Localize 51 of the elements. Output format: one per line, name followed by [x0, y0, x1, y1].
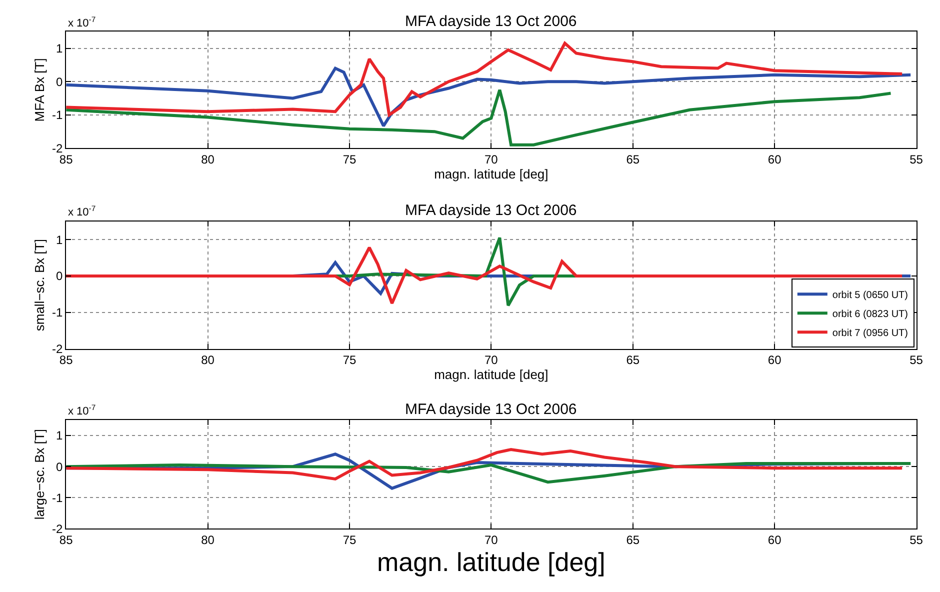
x-tick-label: 70: [484, 533, 498, 548]
x-axis-title: magn. latitude [deg]: [376, 547, 606, 578]
x-tick-label: 80: [201, 533, 215, 548]
legend-label: orbit 6 (0823 UT): [832, 309, 908, 320]
y-axis-title: large−sc. Bx [T]: [32, 428, 47, 520]
line-series: [66, 462, 912, 484]
x-tick-label: 85: [59, 533, 74, 548]
line-series: [66, 66, 912, 128]
y-tick-label: 1: [56, 428, 64, 443]
y-tick-label: -1: [52, 108, 64, 122]
x-tick-label: 75: [342, 152, 356, 167]
x-tick-label: 80: [201, 152, 215, 167]
x-tick-label: 55: [910, 152, 924, 167]
x-tick-label: 75: [342, 353, 356, 368]
y-axis-title: small−sc. Bx [T]: [32, 239, 47, 332]
legend-label: orbit 5 (0650 UT): [832, 290, 908, 302]
line-series: [66, 42, 904, 116]
line-series: [66, 88, 892, 146]
x-tick-label: 75: [342, 533, 356, 548]
y-tick-label: 0: [56, 269, 64, 284]
x-tick-label: 70: [484, 152, 498, 167]
legend-label: orbit 7 (0956 UT): [832, 328, 908, 340]
y-tick-label: 1: [56, 232, 64, 247]
x-tick-label: 65: [626, 152, 640, 167]
x-tick-label: 65: [626, 353, 640, 368]
chart-title: MFA dayside 13 Oct 2006: [405, 13, 577, 30]
chart-title: MFA dayside 13 Oct 2006: [405, 401, 577, 418]
x-axis-title: magn. latitude [deg]: [434, 367, 548, 382]
x-tick-label: 70: [484, 353, 498, 368]
text: x 10$^{-7}$: [68, 15, 96, 30]
y-tick-label: 0: [56, 74, 64, 89]
y-tick-label: 1: [56, 41, 64, 56]
x-tick-label: 85: [59, 152, 74, 167]
y-tick-label: -1: [52, 490, 64, 505]
text: x 10$^{-7}$: [68, 204, 96, 219]
x-tick-label: 55: [910, 533, 924, 548]
y-tick-label: 0: [56, 460, 64, 474]
x-tick-label: 60: [768, 533, 782, 548]
x-tick-label: 60: [768, 353, 782, 368]
y-tick-label: -1: [52, 306, 64, 320]
text: x 10$^{-7}$: [68, 403, 96, 418]
x-tick-label: 80: [201, 353, 215, 368]
x-axis-title: magn. latitude [deg]: [434, 166, 548, 182]
x-tick-label: 65: [626, 533, 640, 548]
line-series: [66, 448, 904, 480]
y-tick-label: -2: [52, 141, 64, 156]
x-tick-label: 60: [768, 152, 782, 167]
chart-title: MFA dayside 13 Oct 2006: [405, 202, 577, 219]
y-tick-label: -2: [52, 522, 64, 536]
x-tick-label: 55: [910, 353, 924, 368]
y-axis-title: MFA Bx [T]: [32, 58, 47, 122]
